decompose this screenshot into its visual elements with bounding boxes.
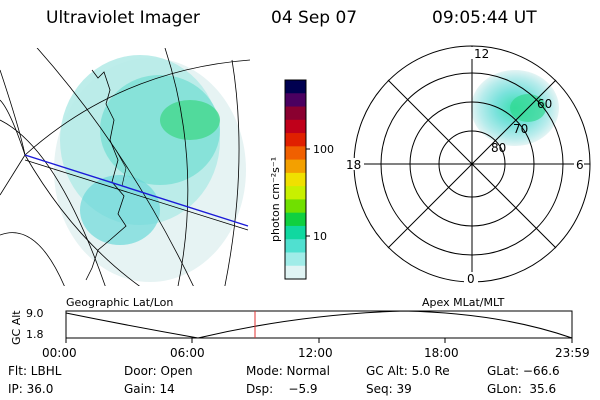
timeline-xtick-label: 00:00	[42, 346, 77, 360]
timeline-ytick-label: 9.0	[26, 307, 44, 320]
graticule-line	[24, 154, 140, 286]
colorbar-cell	[285, 212, 306, 227]
coastline	[85, 69, 127, 281]
polar-label-bg	[464, 272, 478, 284]
date-label: 04 Sep 07	[271, 8, 358, 28]
coastline	[115, 149, 127, 187]
polar-plot: 12 18 6 0 60 70 80	[346, 45, 591, 286]
colorbar-tick-label: 100	[313, 143, 334, 156]
timeline-frame	[65, 310, 573, 339]
orbit-track-shadow	[24, 159, 249, 231]
status-door: Door: Open	[124, 364, 193, 378]
graticule-line	[0, 69, 26, 156]
lat-label-70: 70	[513, 122, 528, 136]
timeline-right-label: Apex MLat/MLT	[422, 296, 505, 309]
status-gc-alt: GC Alt: 5.0 Re	[366, 364, 450, 378]
status-dsp: Dsp: −5.9	[246, 382, 318, 396]
colorbar-tick-label: 10	[313, 230, 327, 243]
colorbar-cell	[285, 172, 306, 187]
colorbar-cell	[285, 146, 306, 161]
colorbar-cell	[285, 106, 306, 121]
colorbar-cell	[285, 119, 306, 134]
timeline-ytick-label: 1.8	[26, 328, 44, 341]
graticule-line	[24, 59, 251, 156]
colorbar-cell	[285, 265, 306, 280]
lat-label-60: 60	[537, 97, 552, 111]
geographic-image-panel	[0, 48, 251, 286]
mlt-label-18: 18	[346, 158, 361, 172]
graticule-line	[0, 119, 106, 286]
graticule-line	[36, 48, 194, 286]
colorbar-cell	[285, 159, 306, 174]
mlt-label-12: 12	[474, 47, 489, 61]
timeline-yaxis-label: GC Alt	[10, 310, 23, 345]
orbit-track	[24, 154, 249, 227]
polar-label-bg	[346, 158, 364, 170]
altitude-curve	[65, 310, 573, 339]
status-mode: Mode: Normal	[246, 364, 330, 378]
status-seq: Seq: 39	[366, 382, 412, 396]
polar-label-bg	[574, 158, 584, 170]
emission-secondary	[80, 175, 160, 245]
colorbar-cell	[285, 225, 306, 240]
colorbar-frame	[284, 79, 307, 280]
mlt-label-0: 0	[467, 272, 475, 286]
polar-axis	[387, 79, 557, 249]
colorbar-cell	[285, 93, 306, 108]
status-flt: Flt: LBHL	[8, 364, 62, 378]
status-ip: IP: 36.0	[8, 382, 54, 396]
timeline-left-label: Geographic Lat/Lon	[66, 296, 173, 309]
colorbar-units-label: photon cm⁻²s⁻¹	[269, 157, 282, 242]
timeline-xtick-label: 12:00	[298, 346, 333, 360]
timeline-xtick-label: 18:00	[424, 346, 459, 360]
colorbar-cell	[285, 239, 306, 254]
colorbar-cell	[285, 252, 306, 267]
colorbar: 100 10 photon cm⁻²s⁻¹	[269, 79, 334, 280]
lat-label-80: 80	[491, 141, 506, 155]
emission-peak	[160, 100, 220, 140]
status-glat: GLat: −66.6	[487, 364, 560, 378]
colorbar-cell	[285, 199, 306, 214]
timeline-xtick-label: 23:59	[555, 346, 590, 360]
timeline-panel: Geographic Lat/Lon Apex MLat/MLT GC Alt …	[10, 296, 590, 360]
instrument-title: Ultraviolet Imager	[46, 8, 200, 28]
timeline-xtick-label: 06:00	[170, 346, 205, 360]
polar-label-bg	[466, 47, 480, 59]
colorbar-cell	[285, 80, 306, 94]
colorbar-cell	[285, 133, 306, 147]
graticule-line	[0, 154, 26, 196]
mlt-label-6: 6	[576, 158, 584, 172]
status-glon: GLon: 35.6	[487, 382, 557, 396]
graticule-line	[0, 232, 65, 286]
status-gain: Gain: 14	[124, 382, 175, 396]
graticule-line	[164, 48, 189, 286]
graticule-line	[0, 99, 26, 156]
time-label: 09:05:44 UT	[432, 8, 537, 28]
graticule-line	[224, 59, 240, 286]
colorbar-cell	[285, 186, 306, 200]
